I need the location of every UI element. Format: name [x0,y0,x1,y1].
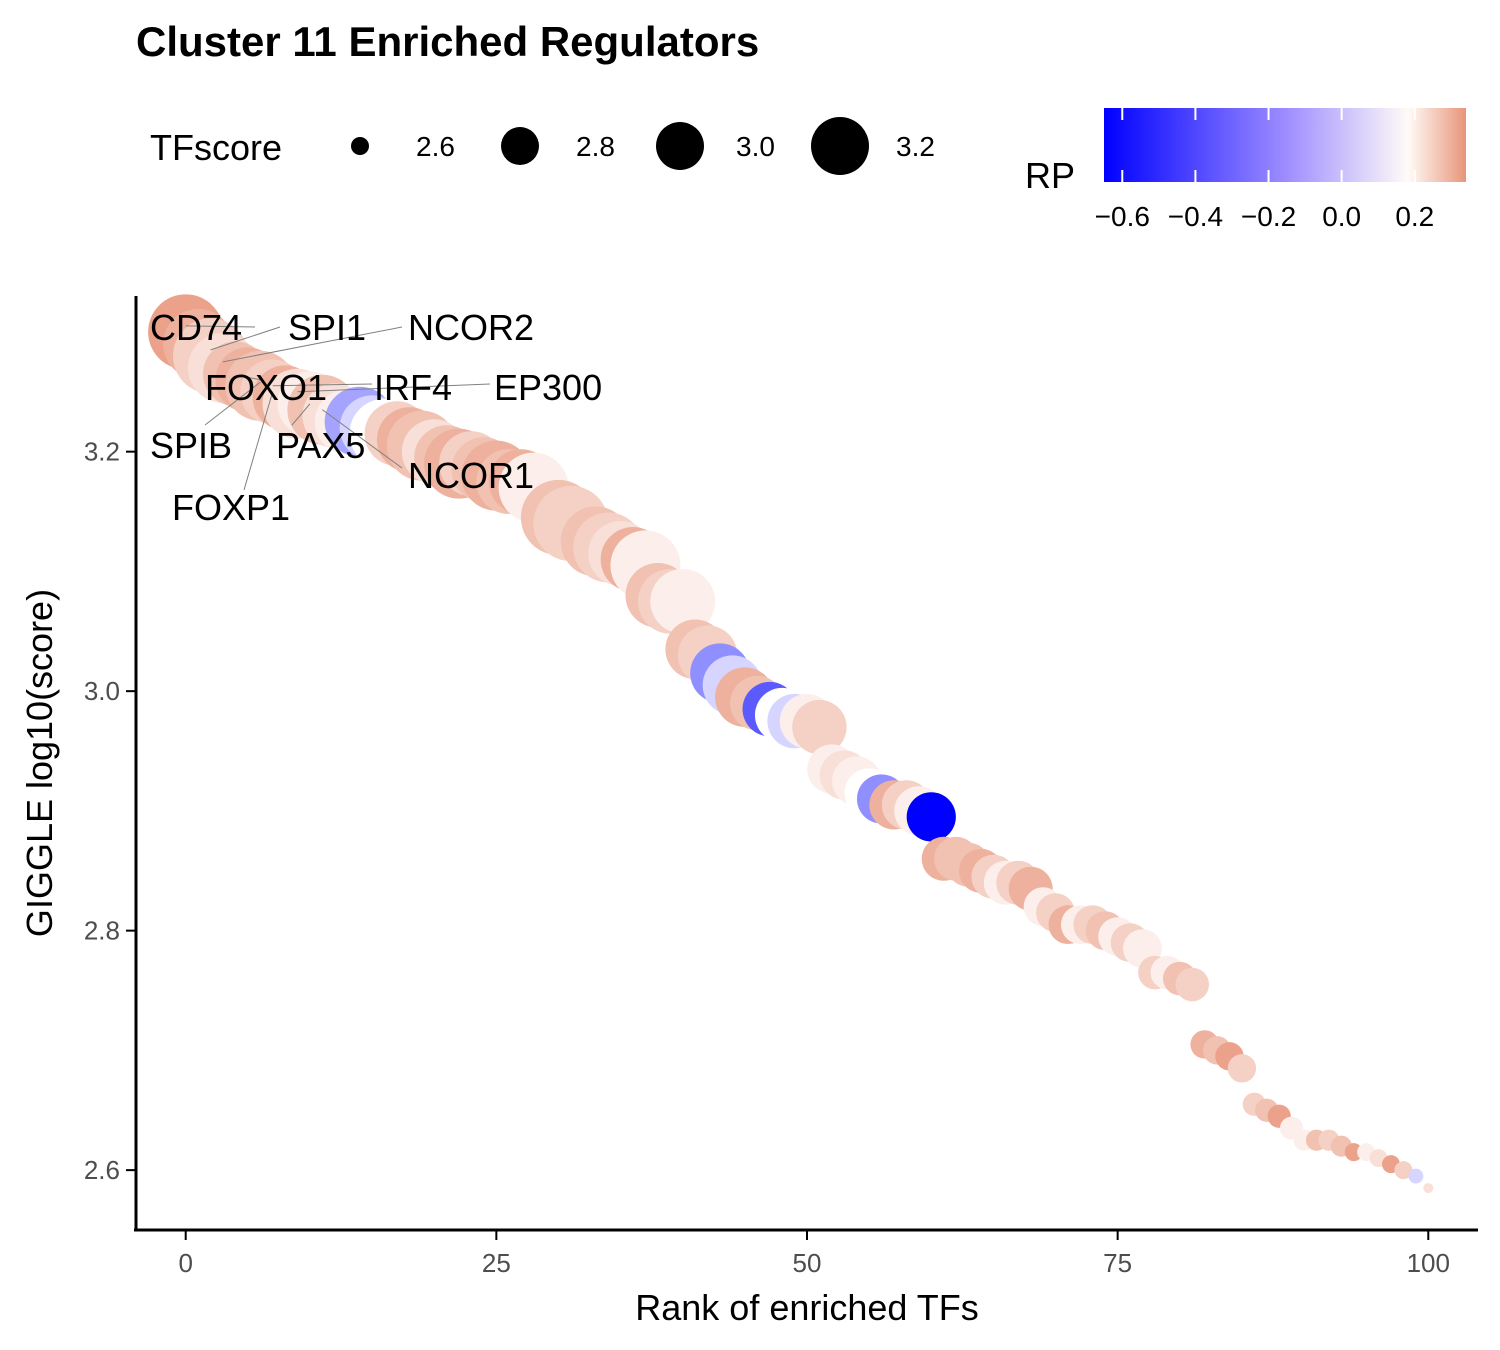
data-point [1423,1183,1434,1194]
data-point [1408,1168,1424,1184]
data-point [650,568,716,634]
annotation-label: PAX5 [276,425,365,466]
size-legend-label: 3.2 [896,131,935,162]
data-point [1227,1054,1257,1083]
x-tick-label: 25 [482,1248,511,1278]
annotation-leader [210,326,281,351]
annotation-leader [322,409,403,469]
y-tick-label: 3.0 [84,676,120,706]
x-axis-title: Rank of enriched TFs [635,1287,979,1328]
size-legend: TFscore 2.6 2.8 3.0 3.2 [150,117,935,175]
colorbar [1104,108,1466,182]
colorbar-tick-label: 0.2 [1395,201,1434,232]
y-tick-label: 2.8 [84,916,120,946]
annotation-label: IRF4 [374,367,452,408]
annotation-leader [291,403,311,426]
annotation-leader [247,376,263,381]
color-legend-title: RP [1025,155,1075,196]
size-legend-label: 2.8 [576,131,615,162]
x-tick-label: 100 [1407,1248,1450,1278]
data-point [1175,967,1210,1002]
size-legend-key [656,122,704,170]
color-legend: RP −0.6 −0.4 −0.2 0.0 0.2 [1025,108,1466,232]
data-point [906,792,956,842]
annotation-leader [272,383,373,387]
colorbar-tick-label: −0.6 [1095,201,1150,232]
annotation-label: FOXO1 [205,367,327,408]
x-tick-label: 75 [1103,1248,1132,1278]
annotation-label: FOXP1 [172,487,290,528]
data-point [1394,1161,1413,1180]
size-legend-key [501,127,539,165]
annotation-leader [243,391,274,491]
size-legend-title: TFscore [150,127,282,168]
y-tick-label: 3.2 [84,437,120,467]
x-tick-label: 50 [793,1248,822,1278]
data-point [1344,1143,1363,1162]
annotation-label: SPI1 [288,307,366,348]
size-legend-key [351,137,369,155]
size-legend-label: 2.6 [416,131,455,162]
size-legend-key [811,117,869,175]
annotation-leader [204,381,261,426]
annotation-leader [222,326,403,363]
y-tick-label: 2.6 [84,1155,120,1185]
annotation-label: EP300 [494,367,602,408]
colorbar-tick-label: −0.4 [1168,201,1223,232]
y-axis-title: GIGGLE log10(score) [19,589,60,937]
size-legend-label: 3.0 [736,131,775,162]
annotation-label: SPIB [150,425,232,466]
colorbar-tick-label: −0.2 [1241,201,1296,232]
annotation-leader [185,325,256,328]
chart-title: Cluster 11 Enriched Regulators [136,18,759,65]
annotation-label: NCOR2 [408,307,534,348]
annotation-label: NCOR1 [408,455,534,496]
annotation-leader [297,383,491,393]
colorbar-tick-label: 0.0 [1322,201,1361,232]
annotation-label: CD74 [150,307,242,348]
x-tick-label: 0 [178,1248,192,1278]
data-point [792,699,847,755]
